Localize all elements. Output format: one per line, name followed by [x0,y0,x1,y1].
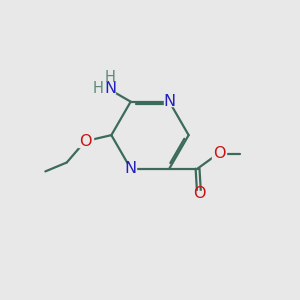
Bar [78,136,93,147]
Bar [125,164,136,173]
Text: N: N [163,94,176,109]
Text: O: O [213,146,225,161]
Text: O: O [79,134,92,148]
Bar [91,75,115,93]
Bar [212,148,226,160]
Text: N: N [124,161,137,176]
Text: N: N [104,81,116,96]
Text: H: H [92,81,104,96]
Bar [192,191,206,202]
Bar [164,97,175,106]
Text: O: O [193,186,205,201]
Text: H: H [105,70,116,85]
